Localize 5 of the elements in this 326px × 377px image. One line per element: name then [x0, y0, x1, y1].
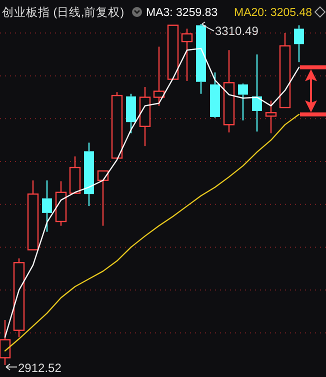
annotation: 3310.49 [215, 24, 258, 38]
candlestick [139, 86, 151, 147]
candlestick [265, 100, 277, 134]
title: 创业板指 (日线,前复权) [2, 7, 124, 19]
annotation: 2912.52 [18, 361, 62, 375]
